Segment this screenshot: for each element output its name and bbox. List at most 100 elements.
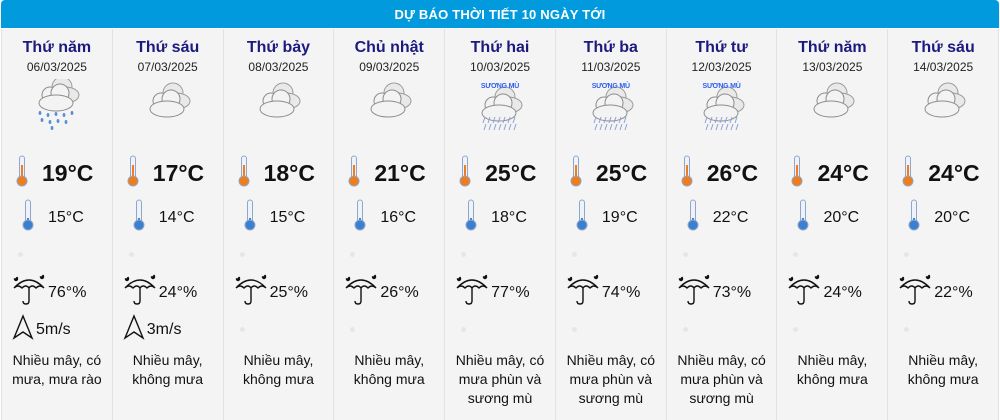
wind-direction-icon xyxy=(123,314,145,345)
low-temp: 16°C xyxy=(354,199,416,236)
low-temp-value: 20°C xyxy=(934,208,970,226)
thermometer-hot-icon xyxy=(348,155,360,192)
thermometer-hot-icon xyxy=(791,155,803,192)
cloud-rain-icon xyxy=(32,76,82,131)
day-column: Thứ năm 06/03/2025 19°C 15°C 76°% 5m/s N… xyxy=(1,29,113,420)
low-temp: 19°C xyxy=(576,199,638,236)
low-temp: 22°C xyxy=(687,199,748,236)
weather-description: Nhiều mây, không mưa xyxy=(132,352,204,387)
forecast-header: DỰ BÁO THỜI TIẾT 10 NGÀY TỚI xyxy=(1,0,999,28)
dot-icon xyxy=(571,327,577,332)
weather-description: Nhiều mây, không mưa xyxy=(907,352,979,387)
thermometer-cold-icon xyxy=(22,199,34,236)
day-name: Chủ nhật xyxy=(354,39,424,56)
dot-icon xyxy=(904,327,910,332)
day-name: Thứ ba xyxy=(583,39,638,56)
thermometer-hot-icon xyxy=(16,155,28,192)
thermometer-hot-icon xyxy=(681,155,693,192)
wind: 3m/s xyxy=(123,314,181,345)
rain-chance: 77°% xyxy=(455,274,530,311)
umbrella-icon xyxy=(455,274,489,311)
thermometer-cold-icon xyxy=(465,199,477,236)
thermometer-hot-icon xyxy=(902,155,914,192)
high-temp: 25°C xyxy=(459,155,537,192)
high-temp-value: 17°C xyxy=(152,160,205,186)
high-temp-value: 19°C xyxy=(42,160,94,186)
day-date: 09/03/2025 xyxy=(359,60,420,74)
high-temp: 24°C xyxy=(791,155,869,192)
high-temp-value: 26°C xyxy=(706,160,759,186)
high-temp-value: 25°C xyxy=(485,160,537,186)
thermometer-hot-icon xyxy=(570,155,582,192)
weather-description: Nhiều mây, không mưa xyxy=(796,352,868,387)
rain-chance-value: 76°% xyxy=(48,283,87,301)
thermometer-cold-icon xyxy=(908,199,920,236)
wind: 5m/s xyxy=(12,314,71,345)
rain-chance: 22°% xyxy=(898,274,973,311)
day-column: Thứ sáu 14/03/2025 24°C 20°C 22°% Nhiều … xyxy=(888,29,1000,420)
cloudy-icon xyxy=(807,79,857,131)
fog-drizzle-icon xyxy=(586,79,636,131)
day-date: 12/03/2025 xyxy=(691,60,752,74)
rain-chance: 25°% xyxy=(234,274,308,311)
day-date: 07/03/2025 xyxy=(137,60,198,74)
thermometer-hot-icon xyxy=(238,155,250,192)
day-column: Thứ sáu 07/03/2025 17°C 14°C 24°% 3m/s N… xyxy=(112,29,224,420)
high-temp-value: 21°C xyxy=(374,160,426,186)
high-temp-value: 24°C xyxy=(817,160,869,186)
weather-description: Nhiều mây, có mưa phùn và sương mù xyxy=(677,352,766,406)
day-date: 14/03/2025 xyxy=(913,60,974,74)
rain-chance: 73°% xyxy=(677,274,751,311)
day-column: Thứ ba 11/03/2025 SƯƠNG MÙ 25°C 19°C 74°… xyxy=(555,29,667,420)
dot-icon xyxy=(461,252,467,257)
dot-icon xyxy=(793,252,799,257)
day-date: 10/03/2025 xyxy=(469,60,531,74)
fog-label: SƯƠNG MÙ xyxy=(480,83,520,90)
umbrella-icon xyxy=(566,274,600,311)
day-date: 08/03/2025 xyxy=(248,60,309,74)
umbrella-icon xyxy=(344,274,378,311)
rain-chance-value: 74°% xyxy=(601,283,641,301)
rain-chance: 26°% xyxy=(344,274,419,311)
thermometer-cold-icon xyxy=(797,199,809,236)
high-temp-value: 25°C xyxy=(595,160,648,186)
rain-chance-value: 24°% xyxy=(158,283,198,301)
low-temp-value: 14°C xyxy=(158,208,195,226)
day-date: 13/03/2025 xyxy=(802,60,863,74)
thermometer-cold-icon xyxy=(354,199,366,236)
wind-direction-icon xyxy=(12,314,34,345)
low-temp: 15°C xyxy=(244,199,306,236)
fog-drizzle-icon xyxy=(475,79,525,131)
low-temp: 14°C xyxy=(133,199,195,236)
weather-description: Nhiều mây, có mưa, mưa rào xyxy=(12,352,102,387)
dot-icon xyxy=(128,252,134,257)
low-temp: 20°C xyxy=(908,199,970,236)
low-temp-value: 16°C xyxy=(380,208,417,226)
high-temp: 18°C xyxy=(238,155,315,192)
dot-icon xyxy=(682,252,688,257)
fog-label: SƯƠNG MÙ xyxy=(702,83,741,90)
high-temp: 21°C xyxy=(348,155,426,192)
umbrella-icon xyxy=(677,274,711,311)
dot-icon xyxy=(18,252,23,257)
fog-drizzle-icon xyxy=(697,79,747,131)
low-temp-value: 15°C xyxy=(48,208,84,226)
rain-chance-value: 77°% xyxy=(491,283,530,301)
thermometer-hot-icon xyxy=(127,155,139,192)
rain-chance-value: 25°% xyxy=(269,283,308,301)
high-temp-value: 18°C xyxy=(263,160,315,186)
umbrella-icon xyxy=(787,274,821,311)
day-name: Thứ năm xyxy=(22,39,92,56)
day-name: Thứ sáu xyxy=(136,39,200,56)
thermometer-cold-icon xyxy=(576,199,588,236)
fog-label: SƯƠNG MÙ xyxy=(591,83,630,90)
day-name: Thứ hai xyxy=(470,39,530,56)
weather-description: Nhiều mây, không mưa xyxy=(243,352,314,387)
day-column: Thứ tư 12/03/2025 SƯƠNG MÙ 26°C 22°C 73°… xyxy=(666,29,778,420)
day-column: Thứ bảy 08/03/2025 18°C 15°C 25°% Nhiều … xyxy=(223,29,335,420)
rain-chance: 24°% xyxy=(787,274,862,311)
rain-chance: 76°% xyxy=(12,274,86,311)
high-temp: 26°C xyxy=(681,155,758,192)
low-temp-value: 15°C xyxy=(269,208,306,226)
rain-chance-value: 26°% xyxy=(380,283,419,301)
